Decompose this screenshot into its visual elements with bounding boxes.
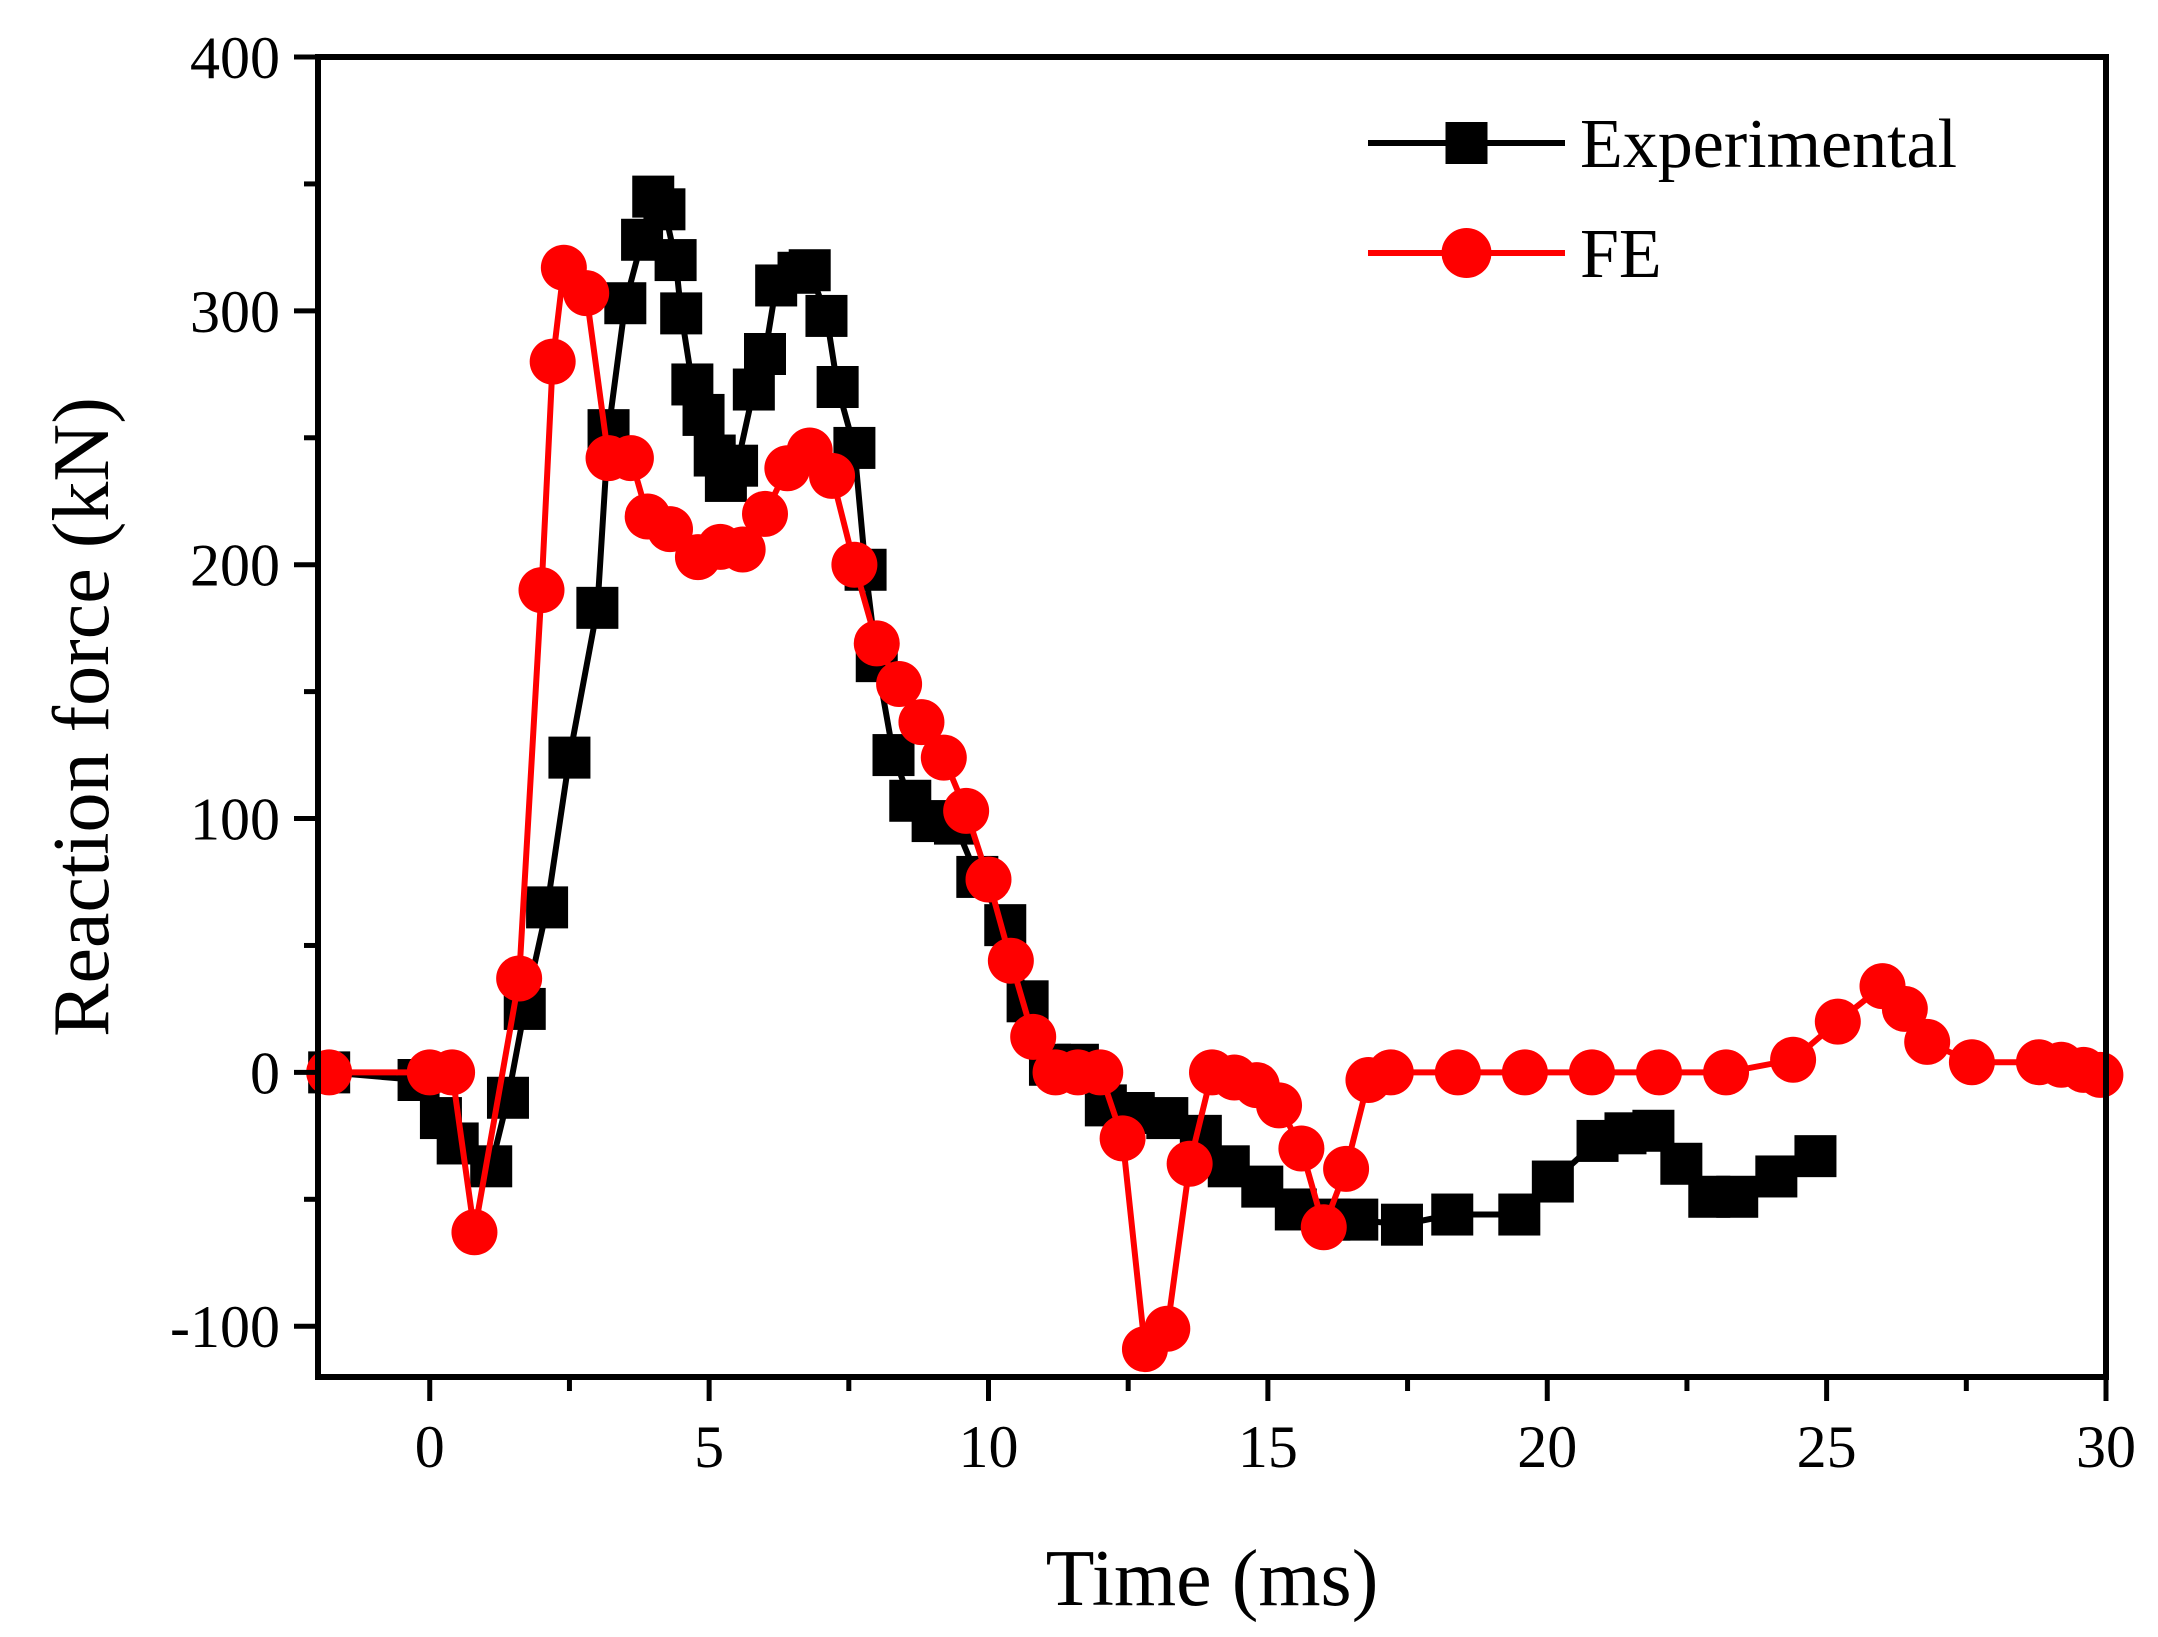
legend-marker [1445, 122, 1488, 164]
data-point [853, 620, 900, 667]
data-point [1755, 1155, 1798, 1198]
x-tick-label: 10 [959, 1414, 1019, 1480]
data-point [660, 292, 703, 335]
data-point [607, 435, 654, 482]
data-point [1099, 1115, 1146, 1162]
x-tick-label: 15 [1238, 1414, 1298, 1480]
data-point [1904, 1018, 1951, 1065]
y-axis-title: Reaction force (kN) [38, 397, 126, 1037]
data-point [1794, 1135, 1837, 1178]
data-point [744, 333, 786, 375]
data-point [682, 393, 725, 436]
y-tick-label: 0 [250, 1040, 280, 1106]
data-point [1278, 1125, 1325, 1172]
data-point [1814, 998, 1861, 1045]
data-point [1431, 1193, 1474, 1236]
legend-label: FE [1580, 216, 1662, 293]
data-point [742, 490, 788, 537]
data-point [965, 856, 1012, 903]
legend-label: Experimental [1580, 106, 1957, 183]
data-point [1166, 1140, 1213, 1187]
data-point [576, 586, 619, 629]
data-point [1256, 1082, 1303, 1129]
x-axis-title: Time (ms) [1046, 1535, 1379, 1623]
data-point [1948, 1039, 1995, 1086]
data-point [716, 444, 759, 487]
series-layer [306, 175, 2124, 1373]
legend-marker [1441, 228, 1492, 278]
data-point [1703, 1049, 1750, 1096]
data-point [816, 366, 859, 408]
data-point [805, 294, 848, 337]
data-point [643, 188, 686, 231]
data-point [529, 338, 576, 385]
x-tick-label: 5 [694, 1414, 724, 1480]
y-tick-label: 300 [190, 279, 280, 345]
data-point [1434, 1049, 1481, 1096]
data-point [1881, 985, 1928, 1032]
x-tick-label: 25 [1797, 1414, 1857, 1480]
legend: Experimental FE [1368, 106, 1957, 293]
data-point [1716, 1175, 1759, 1218]
data-point [2077, 1051, 2124, 1098]
data-point [1636, 1049, 1682, 1096]
data-point [1300, 1204, 1347, 1251]
data-point [496, 955, 543, 1002]
x-tick-label: 20 [1517, 1414, 1577, 1480]
data-point [1568, 1049, 1615, 1096]
data-point [898, 699, 945, 746]
data-point [809, 452, 856, 499]
data-point [987, 937, 1034, 984]
data-point [563, 270, 610, 317]
y-tick-label: 100 [190, 787, 280, 853]
y-axis: -100 0 100 200 300 400 [170, 25, 318, 1360]
data-point [1770, 1036, 1817, 1083]
data-point [647, 506, 694, 553]
x-tick-label: 0 [415, 1414, 445, 1480]
data-point [548, 736, 591, 779]
data-point [732, 368, 775, 411]
data-point [872, 734, 915, 777]
plot-area [306, 54, 2124, 1380]
series-fe [306, 244, 2124, 1373]
data-point [451, 1209, 498, 1256]
data-point [654, 239, 697, 282]
data-point [429, 1049, 476, 1096]
data-point [1380, 1203, 1423, 1246]
data-point [518, 567, 565, 614]
data-point [1367, 1049, 1414, 1096]
x-tick-label: 30 [2076, 1414, 2136, 1480]
plot-frame [315, 54, 2109, 1380]
data-point [876, 661, 923, 707]
data-point [943, 787, 990, 834]
data-point [1010, 1013, 1057, 1060]
data-point [1323, 1145, 1370, 1192]
y-tick-label: 200 [190, 533, 280, 599]
y-tick-label: -100 [170, 1294, 280, 1360]
data-point [1501, 1049, 1548, 1096]
data-point [1144, 1305, 1191, 1352]
data-point [831, 541, 878, 588]
data-point [526, 886, 569, 929]
data-point [1077, 1049, 1124, 1096]
data-point [788, 249, 831, 292]
data-point [719, 526, 766, 573]
x-axis: 0 5 10 15 20 25 30 [415, 1377, 2136, 1480]
y-tick-label: 400 [190, 25, 280, 91]
data-point [1531, 1160, 1574, 1203]
data-point [604, 282, 647, 325]
data-point [920, 734, 967, 781]
